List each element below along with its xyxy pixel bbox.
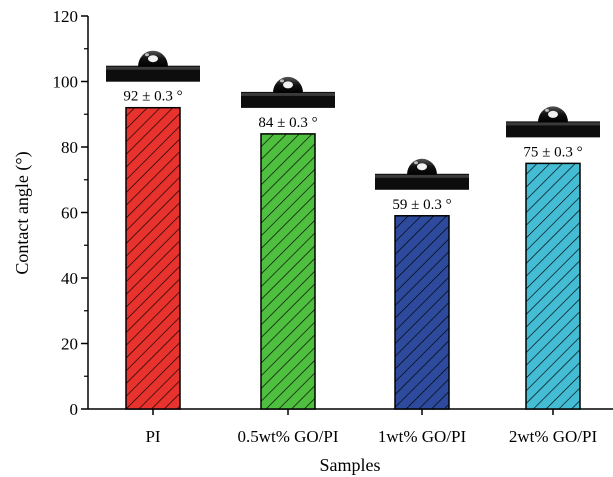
y-tick-label: 80 — [61, 138, 78, 157]
y-ticks: 0 20 40 60 80 100 120 — [53, 7, 88, 419]
bar-hatch — [261, 133, 315, 409]
x-tick-labels: PI 0.5wt% GO/PI 1wt% GO/PI 2wt% GO/PI — [145, 409, 597, 446]
y-tick-label: 20 — [61, 335, 78, 354]
x-tick-label: 0.5wt% GO/PI — [237, 427, 338, 446]
x-axis-label: Samples — [320, 455, 381, 475]
bar-hatch — [395, 215, 449, 409]
data-label: 59 ± 0.3 ° — [392, 197, 451, 213]
data-label: 92 ± 0.3 ° — [123, 89, 182, 105]
x-tick-label: 1wt% GO/PI — [378, 427, 467, 446]
bar-4 — [525, 162, 581, 410]
bar-hatch — [526, 163, 580, 409]
bar-hatch — [126, 107, 180, 409]
y-axis-label: Contact angle (°) — [12, 151, 33, 274]
droplet-photo — [241, 57, 335, 108]
x-tick-label: PI — [145, 427, 160, 446]
data-label: 75 ± 0.3 ° — [523, 144, 582, 160]
bars — [125, 106, 581, 410]
bar-2 — [260, 133, 316, 410]
x-tick-label: 2wt% GO/PI — [509, 427, 598, 446]
bar-1 — [125, 106, 181, 410]
y-tick-label: 100 — [53, 73, 79, 92]
data-label: 84 ± 0.3 ° — [258, 115, 317, 131]
y-tick-label: 0 — [70, 400, 79, 419]
y-tick-label: 60 — [61, 204, 78, 223]
y-tick-label: 40 — [61, 269, 78, 288]
droplet-photo — [106, 31, 200, 82]
y-tick-label: 120 — [53, 7, 79, 26]
droplet-photo — [506, 87, 600, 138]
bar-3 — [394, 215, 450, 410]
data-labels: 92 ± 0.3 ° 84 ± 0.3 ° 59 ± 0.3 ° 75 ± 0.3 ° — [123, 89, 582, 213]
droplet-images — [106, 31, 600, 190]
droplet-photo — [375, 139, 469, 190]
